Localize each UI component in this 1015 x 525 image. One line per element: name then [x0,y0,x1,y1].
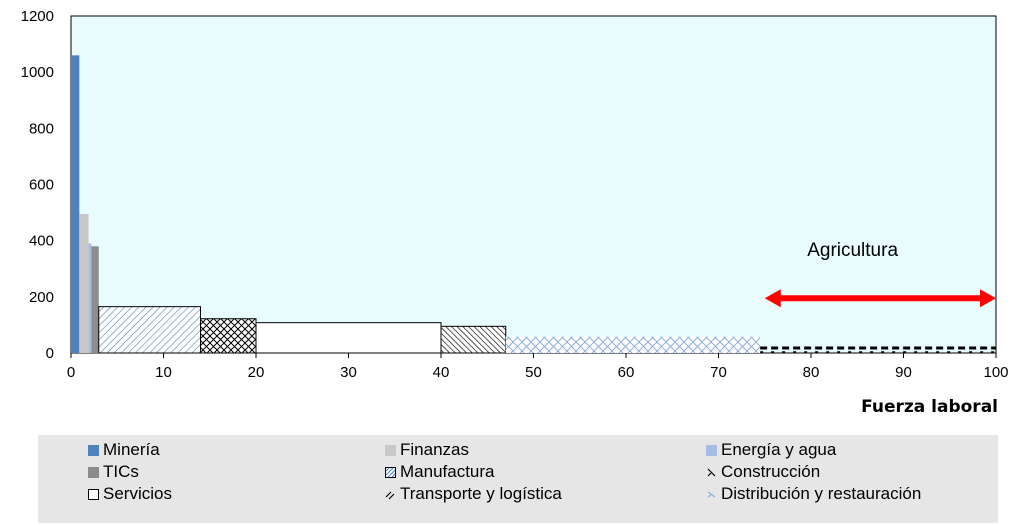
bar-tics-rect [91,246,99,353]
legend-label: Distribución y restauración [721,484,922,503]
x-tick-label: 50 [525,364,542,381]
legend-swatch-icon [385,489,396,500]
y-tick-label: 200 [29,289,54,306]
legend-item-energia-y-agua: Energía y agua [706,439,836,461]
bar-servicios [255,322,442,354]
bars [71,55,996,354]
y-tick-label: 600 [29,177,54,194]
legend-swatch-icon [88,488,99,500]
legend-swatch-icon [88,444,99,456]
annotation-arrowhead-right [980,289,996,308]
legend-label: Transporte y logística [400,484,562,503]
x-tick-label: 80 [803,364,820,381]
annotation-label: Agricultura [807,240,898,261]
legend-item-servicios: Servicios [88,483,172,505]
x-tick-label: 60 [618,364,635,381]
y-tick-label: 0 [46,345,54,362]
legend-swatch-icon [706,467,717,478]
bar-energia-y-agua [88,243,92,353]
legend-label: TICs [103,462,139,481]
x-tick-label: 40 [433,364,450,381]
bar-mineria-rect [71,55,80,354]
bar-construccion-rect [200,318,257,354]
bar-distribucion-y-restauracion [505,336,761,353]
y-tick-label: 400 [29,233,54,250]
x-tick-label: 0 [67,364,75,381]
bar-servicios-rect [255,322,442,354]
bar-finanzas-rect [79,213,89,353]
bar-tics [91,246,99,353]
bar-agricultura [760,346,996,353]
legend-label: Manufactura [400,462,495,481]
x-tick-label: 90 [895,364,912,381]
x-tick-label: 10 [155,364,172,381]
legend-label: Construcción [721,462,821,481]
legend-item-transporte-y-logistica: Transporte y logística [385,483,562,505]
annotation-arrowhead-left [764,289,781,308]
plot-area [70,15,997,354]
legend-swatch-icon [88,466,99,478]
bar-transporte-y-logistica [440,325,507,354]
x-tick-label: 100 [983,364,1008,381]
legend-label: Servicios [103,484,172,503]
bar-finanzas [79,213,89,353]
legend: Minería Finanzas Energía y agua TICs Manufac… [38,435,998,523]
bar-manufactura [98,306,201,354]
legend-swatch-icon [385,444,396,456]
bar-construccion [200,318,257,354]
legend-label: Finanzas [400,440,469,459]
annotations: Agricultura [764,240,996,308]
x-tick-label: 70 [710,364,727,381]
legend-item-tics: TICs [88,461,139,483]
y-tick-label: 1200 [21,8,54,25]
legend-swatch-icon [385,466,396,478]
legend-swatch-icon [706,489,717,500]
bar-distribucion-y-restauracion-rect [505,336,761,353]
legend-item-finanzas: Finanzas [385,439,469,461]
legend-label: Energía y agua [721,440,837,459]
bar-transporte-y-logistica-rect [440,325,507,354]
bar-mineria [71,55,80,354]
bar-energia-y-agua-rect [88,243,92,353]
chart: 0 200 400 600 800 1000 1200 0 10 20 30 40 50 60 70 80 9… [21,8,1009,417]
y-axis-ticks: 0 200 400 600 800 1000 1200 [21,8,54,362]
bar-manufactura-rect [98,306,201,354]
x-tick-label: 20 [248,364,265,381]
x-axis-label: Fuerza laboral [861,397,998,417]
legend-item-distribucion-y-restauracion: Distribución y restauración [706,483,921,505]
legend-swatch-icon [706,444,717,456]
legend-item-manufactura: Manufactura [385,461,495,483]
legend-label: Minería [103,440,160,459]
x-axis-ticks: 0 10 20 30 40 50 60 70 80 90 100 [67,353,1009,381]
y-tick-label: 1000 [21,64,54,81]
y-tick-label: 800 [29,120,54,137]
legend-item-construccion: Construcción [706,461,820,483]
x-tick-label: 30 [340,364,357,381]
legend-item-mineria: Minería [88,439,160,461]
